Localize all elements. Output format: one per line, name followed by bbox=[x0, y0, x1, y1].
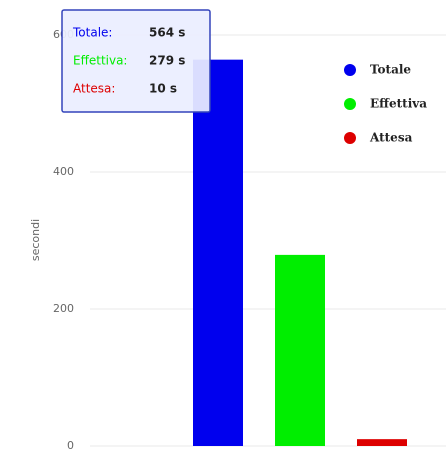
tooltip-label: Attesa: bbox=[73, 82, 115, 96]
tooltip[interactable]: Totale: 564 s Effettiva: 279 s Attesa: 10 s bbox=[61, 9, 211, 113]
legend-marker bbox=[344, 132, 356, 144]
bar bbox=[357, 439, 407, 446]
legend-label: Effettiva bbox=[370, 97, 427, 111]
legend-marker bbox=[344, 64, 356, 76]
tooltip-box bbox=[61, 9, 211, 113]
tooltip-value: 279 s bbox=[149, 54, 185, 68]
plot-area: 0200400600 bbox=[53, 28, 446, 452]
tooltip-label: Totale: bbox=[72, 26, 112, 40]
bar bbox=[275, 254, 325, 446]
legend-label: Attesa bbox=[369, 131, 413, 145]
y-axis-label: secondi bbox=[29, 219, 42, 261]
legend-marker bbox=[344, 98, 356, 110]
tooltip-label: Effettiva: bbox=[73, 54, 127, 68]
legend-label: Totale bbox=[370, 63, 411, 77]
tooltip-value: 10 s bbox=[149, 82, 177, 96]
y-tick-label: 200 bbox=[53, 302, 74, 315]
y-tick-label: 0 bbox=[67, 439, 74, 452]
bar bbox=[193, 59, 243, 446]
tooltip-value: 564 s bbox=[149, 26, 185, 40]
y-tick-label: 400 bbox=[53, 165, 74, 178]
legend: Totale Effettiva Attesa bbox=[344, 63, 427, 145]
